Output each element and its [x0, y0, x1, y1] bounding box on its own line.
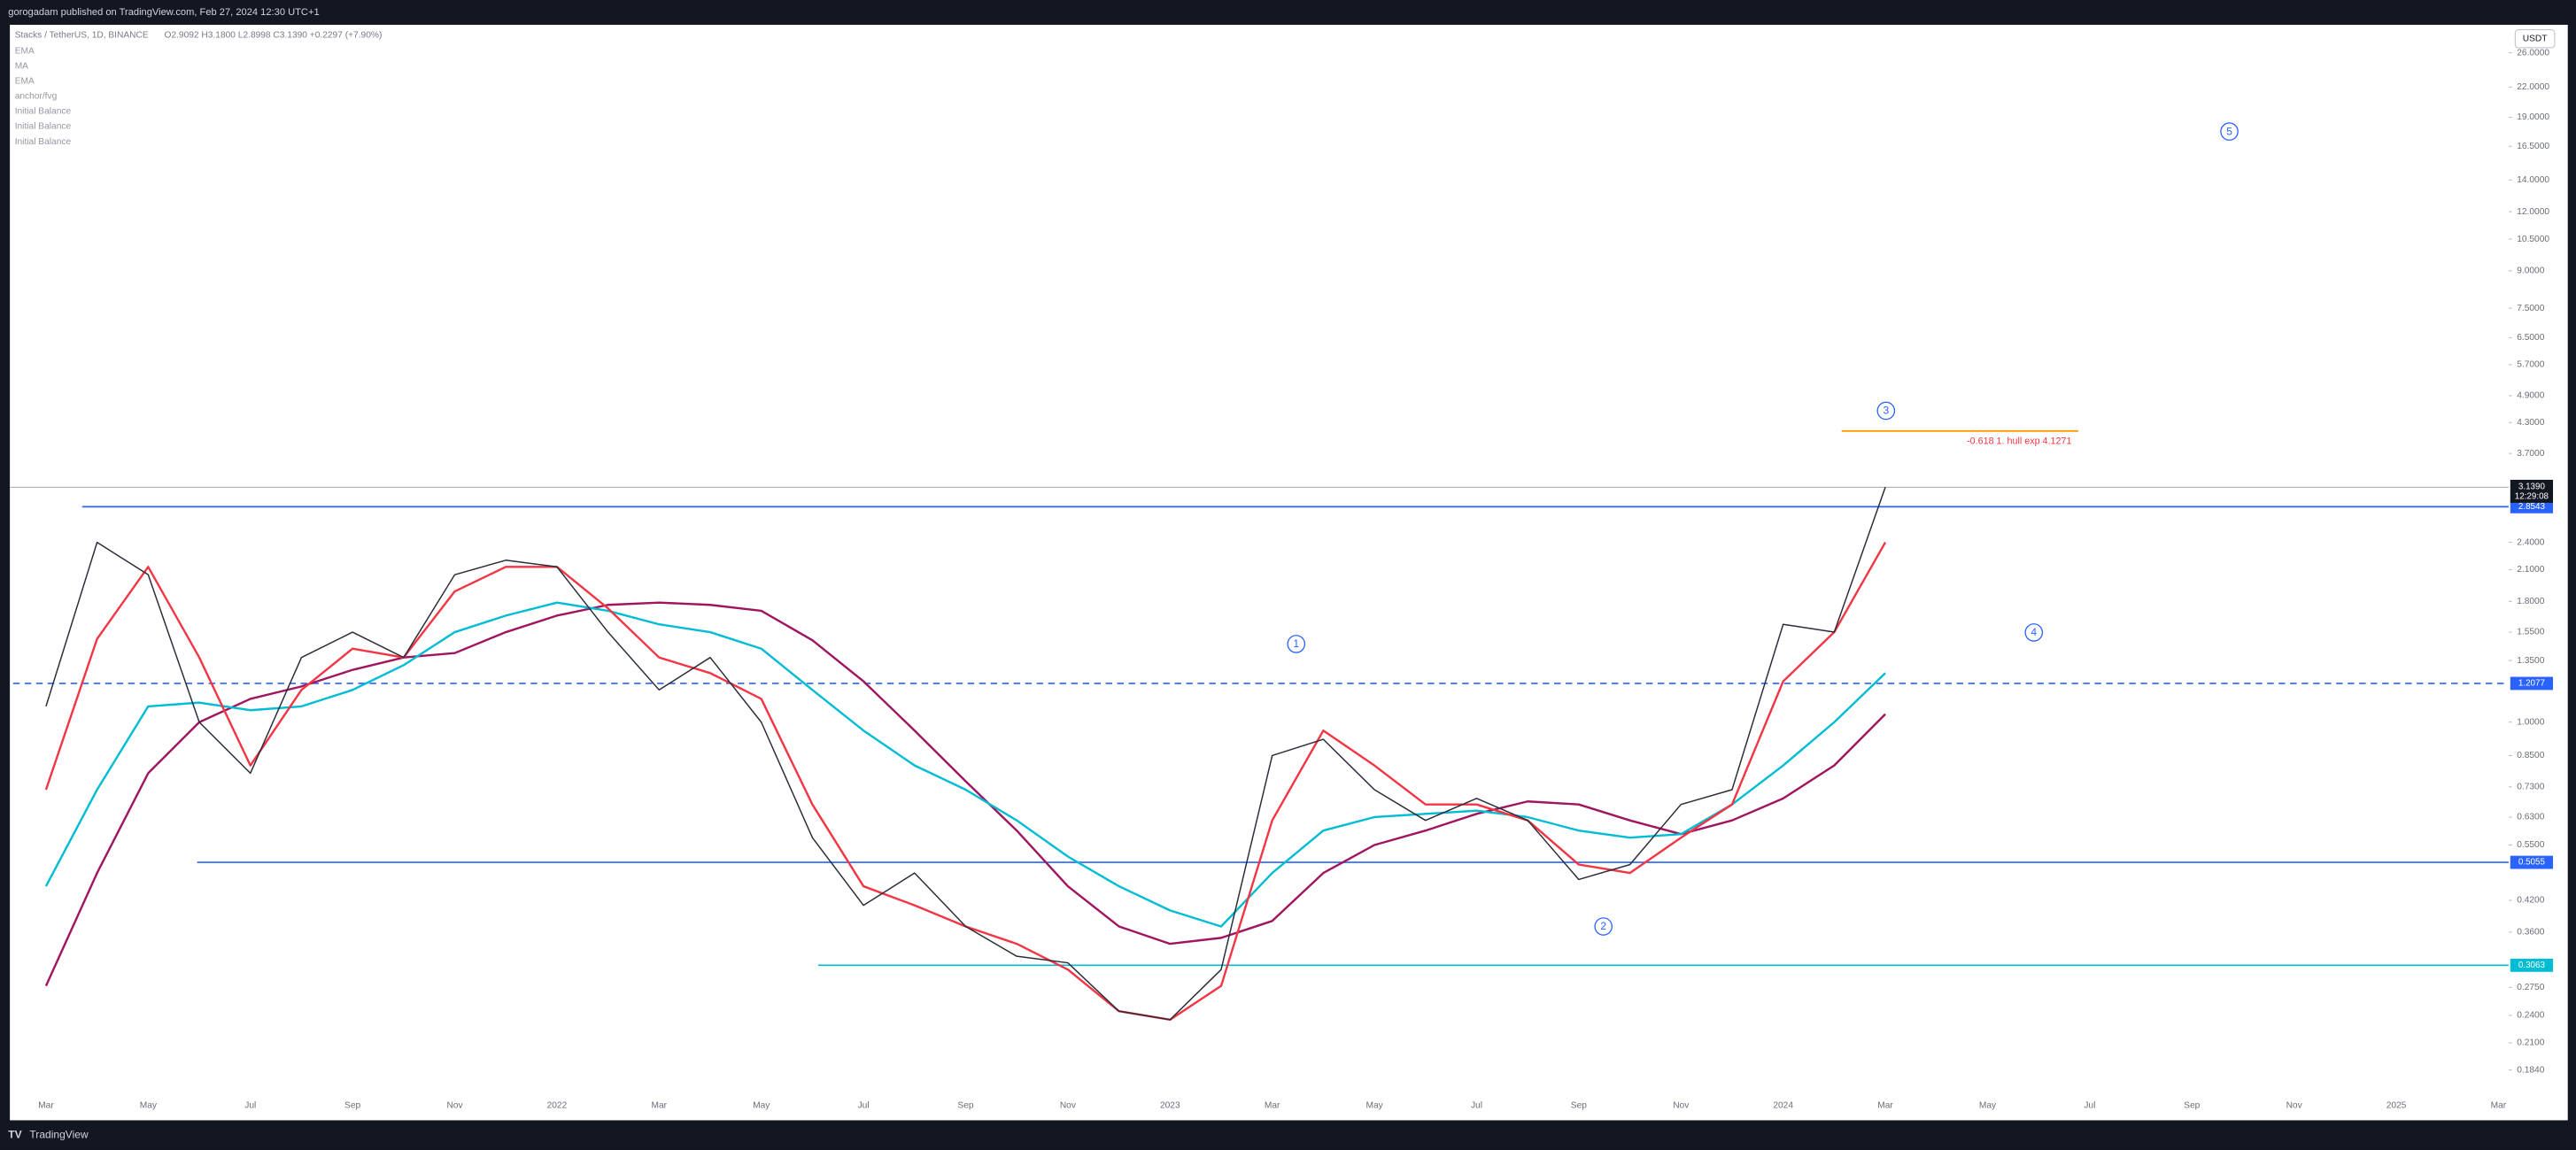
y-tick-label: 9.0000 [2517, 266, 2544, 276]
y-tick-label: 0.2400 [2517, 1011, 2544, 1021]
plot [10, 429, 2509, 1022]
x-tick-label: Mar [1877, 1100, 1893, 1110]
wave-label: 3 [1883, 405, 1889, 417]
y-tick-label: 0.8500 [2517, 751, 2544, 760]
brand-logo: TV [8, 1128, 21, 1140]
y-tick-label: 0.4200 [2517, 896, 2544, 906]
level-badge [2510, 855, 2554, 869]
x-tick-label: May [1979, 1100, 1997, 1110]
chart-area [10, 24, 2568, 1121]
x-tick-label: Jul [2084, 1100, 2095, 1110]
x-tick-label: Sep [957, 1100, 973, 1110]
x-tick-label: Nov [2286, 1100, 2303, 1110]
y-tick-label: 0.2750 [2517, 983, 2544, 992]
wave-circle [2024, 623, 2044, 642]
y-tick-label: 0.3600 [2517, 928, 2544, 938]
x-tick-label: 2024 [1773, 1100, 1793, 1110]
x-tick-label: Mar [2491, 1100, 2507, 1110]
last-price-badge [2510, 479, 2554, 503]
y-tick-label: 0.2100 [2517, 1038, 2544, 1048]
x-tick-label: May [753, 1100, 770, 1110]
x-tick-label: Sep [1571, 1100, 1587, 1110]
x-tick-label: 2022 [547, 1100, 568, 1110]
level-label: 1.2077 [2518, 679, 2545, 689]
x-tick-label: Jul [858, 1100, 870, 1110]
y-tick-label: 3.7000 [2517, 449, 2544, 459]
level-badge [2510, 676, 2554, 691]
y-tick-label: 14.0000 [2517, 175, 2549, 185]
wave-circle [1876, 401, 1896, 421]
indicator-name: Initial Balance [15, 137, 72, 147]
x-tick-label: May [140, 1100, 158, 1110]
publisher: gorogadam published on TradingView.com, … [8, 7, 319, 18]
indicator-name: Initial Balance [15, 122, 72, 132]
y-tick-label: 1.5500 [2517, 628, 2544, 637]
y-tick-label: 4.3000 [2517, 418, 2544, 428]
x-tick-label: Nov [1060, 1100, 1077, 1110]
y-tick-label: 19.0000 [2517, 112, 2549, 122]
y-tick-label: 0.5500 [2517, 840, 2544, 850]
indicator-name: anchor/fvg [15, 92, 58, 102]
symbol-name: Stacks / TetherUS, 1D, BINANCE [15, 31, 149, 41]
y-tick-label: 1.8000 [2517, 597, 2544, 606]
y-tick-label: 0.6300 [2517, 813, 2544, 822]
y-tick-label: 6.5000 [2517, 333, 2544, 343]
wave-label: 4 [2031, 626, 2037, 638]
footer-brand: TradingView [29, 1128, 89, 1140]
level-badge [2510, 958, 2554, 972]
y-tick-label: 4.9000 [2517, 391, 2544, 401]
y-tick-label: 12.0000 [2517, 207, 2549, 217]
y-tick-label: 0.1840 [2517, 1065, 2544, 1075]
x-tick-label: 2023 [1160, 1100, 1180, 1110]
indicator-line [44, 601, 1886, 928]
last-price-label: 3.1390 [2518, 482, 2546, 491]
wave-label: 2 [1600, 920, 1606, 932]
y-tick-label: 0.7300 [2517, 782, 2544, 791]
legend-entry: EMA [15, 46, 35, 56]
wave-circle [2220, 122, 2239, 141]
y-tick-label: 7.5000 [2517, 304, 2544, 313]
x-tick-label: Mar [652, 1100, 668, 1110]
fib-label: -0.618 1. hull exp 4.1271 [1967, 436, 2071, 447]
y-tick-label: 22.0000 [2517, 82, 2549, 92]
y-tick-label: 26.0000 [2517, 48, 2549, 58]
price-line [45, 487, 1886, 1021]
x-tick-label: Nov [1673, 1100, 1690, 1110]
x-tick-label: Mar [38, 1100, 54, 1110]
x-tick-label: Jul [1471, 1100, 1482, 1110]
y-tick-label: 1.3500 [2517, 656, 2544, 666]
level-badge [2510, 499, 2554, 513]
y-tick-label: 2.1000 [2517, 565, 2544, 575]
currency-button[interactable] [2514, 29, 2556, 49]
wave-label: 5 [2226, 125, 2232, 137]
y-tick-label: 2.4000 [2517, 537, 2544, 547]
x-tick-label: Jul [244, 1100, 256, 1110]
y-tick-label: 1.0000 [2517, 717, 2544, 727]
indicator-line [44, 601, 1886, 987]
wave-circle [1594, 917, 1613, 936]
legend-entry: MA [15, 61, 28, 71]
x-tick-label: 2025 [2386, 1100, 2407, 1110]
x-tick-label: May [1365, 1100, 1383, 1110]
y-tick-label: 5.7000 [2517, 360, 2544, 370]
legend-entry: EMA [15, 77, 35, 87]
x-tick-label: Mar [1265, 1100, 1280, 1110]
y-tick-label: 16.5000 [2517, 142, 2549, 151]
level-label: 0.5055 [2518, 858, 2546, 868]
level-label: 0.3063 [2518, 961, 2546, 970]
currency[interactable]: USDT [2523, 34, 2548, 43]
countdown: 12:29:08 [2515, 492, 2549, 502]
x-tick-label: Sep [2184, 1100, 2200, 1110]
y-tick-label: 10.5000 [2517, 235, 2549, 244]
indicator-name: Initial Balance [15, 107, 72, 117]
x-tick-label: Nov [446, 1100, 463, 1110]
ohlc: O2.9092 H3.1800 L2.8998 C3.1390 +0.2297 … [165, 31, 383, 41]
x-tick-label: Sep [344, 1100, 360, 1110]
level-label: 2.8543 [2518, 502, 2546, 512]
wave-label: 1 [1293, 637, 1299, 650]
wave-circle [1287, 635, 1306, 653]
